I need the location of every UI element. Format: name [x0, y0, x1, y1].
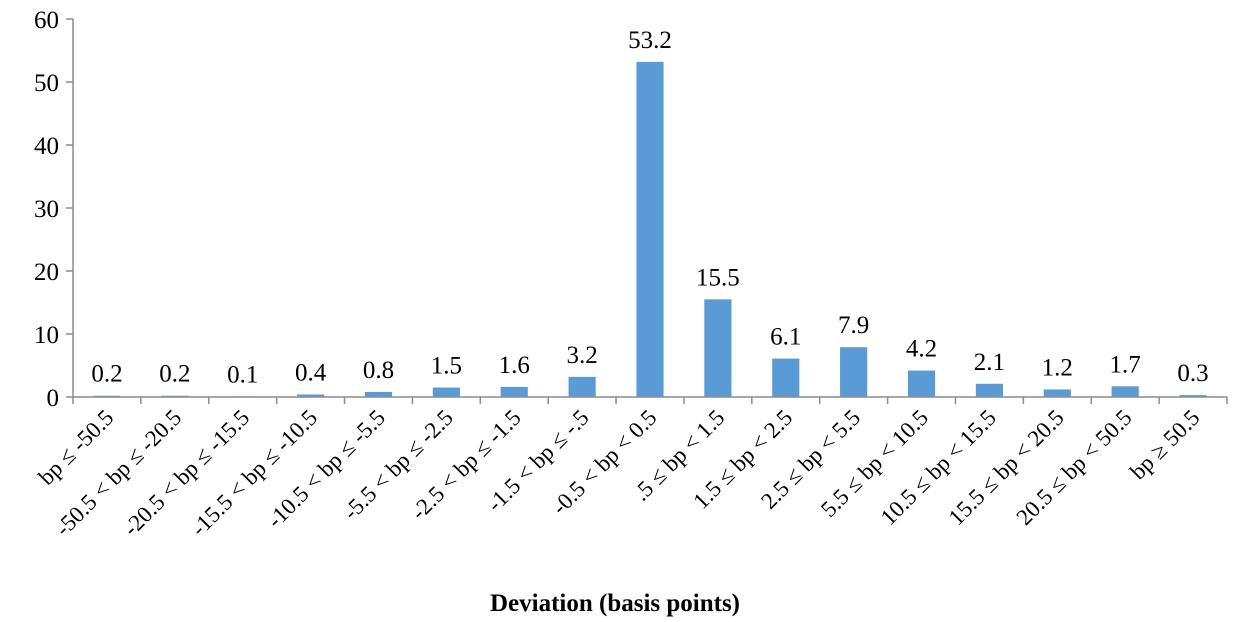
- data-label: 3.2: [566, 342, 597, 369]
- x-tick-label: -50.5 < bp ≤ -20.5: [50, 405, 186, 541]
- y-tick-label: 20: [34, 259, 59, 286]
- bar: [840, 347, 868, 397]
- data-label: 0.8: [363, 357, 394, 384]
- bar: [568, 376, 596, 397]
- bar: [1111, 386, 1139, 397]
- y-tick-label: 60: [34, 7, 59, 34]
- data-label: 1.6: [499, 352, 530, 379]
- bars: [93, 61, 1207, 398]
- x-axis-title: Deviation (basis points): [490, 590, 740, 617]
- x-tick-label: 10.5 ≤ bp < 15.5: [876, 405, 1001, 530]
- data-label: 1.2: [1042, 354, 1073, 381]
- y-tick-label: 0: [47, 385, 60, 412]
- bar: [297, 394, 325, 397]
- data-label: 6.1: [770, 324, 801, 351]
- data-label: 0.2: [91, 361, 122, 388]
- bar: [975, 383, 1003, 397]
- bar: [1179, 395, 1207, 397]
- bar: [432, 387, 460, 397]
- data-label: 7.9: [838, 312, 869, 339]
- x-tick-label: 20.5 ≤ bp < 50.5: [1011, 405, 1136, 530]
- bar: [1043, 389, 1071, 397]
- x-tick-label: -20.5 < bp ≤ -15.5: [118, 405, 254, 541]
- data-label: 0.1: [227, 361, 258, 388]
- x-axis: bp ≤ -50.5-50.5 < bp ≤ -20.5-20.5 < bp ≤…: [34, 396, 1228, 541]
- bar: [636, 61, 664, 398]
- bar: [500, 386, 528, 397]
- x-tick-label: bp ≥ 50.5: [1125, 405, 1204, 484]
- y-tick-label: 10: [34, 322, 59, 349]
- y-axis: 0 10 20 30 40 50 60: [34, 7, 74, 412]
- data-labels: 0.2 0.2 0.1 0.4 0.8 1.5 1.6 3.2 53.2 15.5 6.1 7.9 4.…: [91, 27, 1208, 389]
- x-tick-label: 15.5 ≤ bp < 20.5: [944, 405, 1069, 530]
- bar: [772, 358, 800, 397]
- bar: [704, 299, 732, 397]
- bar: [907, 370, 936, 397]
- data-label: 0.2: [159, 361, 190, 388]
- x-tick-label: -15.5 < bp ≤ -10.5: [186, 405, 322, 541]
- data-label: 53.2: [628, 27, 672, 54]
- data-label: 0.3: [1177, 360, 1208, 387]
- data-label: 2.1: [974, 349, 1005, 376]
- data-label: 15.5: [696, 264, 740, 291]
- data-label: 0.4: [295, 359, 327, 386]
- y-tick-label: 30: [34, 196, 59, 223]
- data-label: 1.7: [1110, 351, 1141, 378]
- y-tick-label: 40: [34, 133, 59, 160]
- data-label: 1.5: [431, 353, 462, 380]
- data-label: 4.2: [906, 336, 937, 363]
- bar: [364, 391, 393, 397]
- x-tick-label: -10.5 < bp ≤ -5.5: [262, 405, 390, 533]
- y-tick-label: 50: [34, 70, 59, 97]
